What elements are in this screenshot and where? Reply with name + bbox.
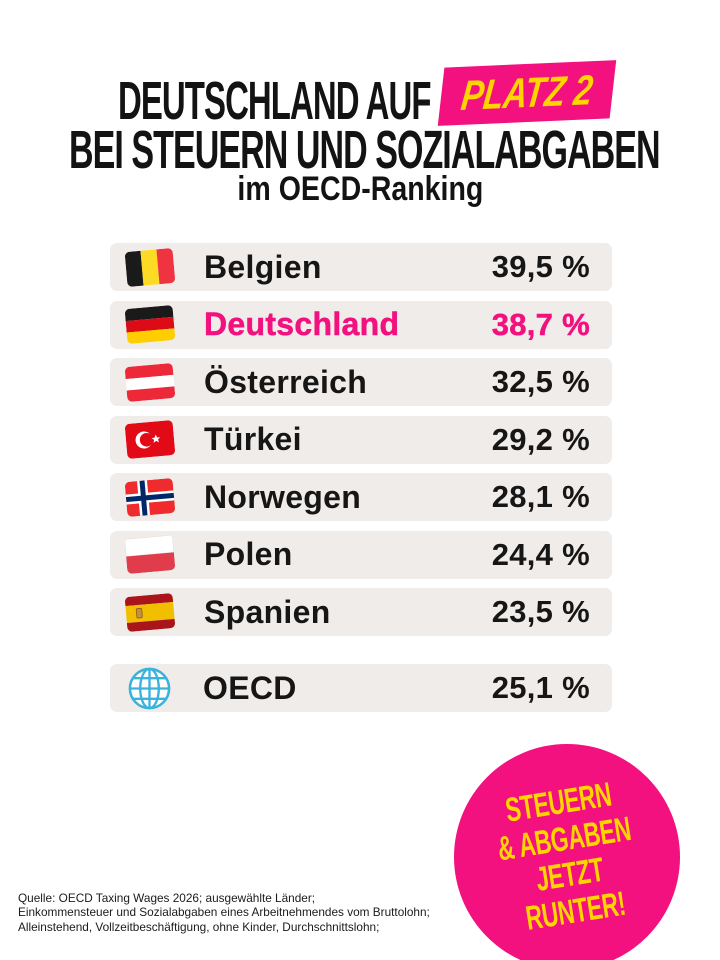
subtitle: im OECD-Ranking xyxy=(237,170,483,208)
ranking-row-spanien: Spanien 23,5 % xyxy=(110,588,612,636)
badge-text: STEUERN & ABGABEN JETZT RUNTER! xyxy=(489,774,644,940)
tax-rate-value: 23,5 % xyxy=(491,594,590,629)
source-note: Quelle: OECD Taxing Wages 2026; ausgewäh… xyxy=(18,891,430,934)
tax-rate-value: 25,1 % xyxy=(491,670,590,705)
platz2-highlight-box: PLATZ 2 xyxy=(437,60,617,126)
spain-flag-icon xyxy=(124,592,176,632)
source-line: Quelle: OECD Taxing Wages 2026; ausgewäh… xyxy=(18,891,316,905)
ranking-row-oecd: OECD 25,1 % xyxy=(110,664,612,712)
country-label: OECD xyxy=(203,669,297,706)
country-label: Türkei xyxy=(204,421,302,457)
country-label: Spanien xyxy=(204,593,331,630)
ranking-row-polen: Polen 24,4 % xyxy=(110,530,612,579)
tax-rate-value: 39,5 % xyxy=(491,249,590,284)
ranking-list: Belgien 39,5 % Deutschland 38,7 % Österr… xyxy=(110,243,612,722)
tax-rate-value: 28,1 % xyxy=(491,479,590,514)
source-line: Alleinstehend, Vollzeitbeschäftigung, oh… xyxy=(18,919,380,934)
tax-rate-value: 38,7 % xyxy=(491,306,590,342)
poland-flag-icon xyxy=(124,534,176,575)
norway-flag-icon xyxy=(124,477,176,517)
source-line: Einkommensteuer und Sozialabgaben eines … xyxy=(18,905,430,920)
ranking-row-belgien: Belgien 39,5 % xyxy=(110,243,612,291)
country-label: Österreich xyxy=(204,363,368,400)
ranking-row-tuerkei: Türkei 29,2 % xyxy=(110,415,612,464)
platz2-label: PLATZ 2 xyxy=(458,66,596,119)
ranking-row-deutschland: Deutschland 38,7 % xyxy=(110,300,612,349)
tax-rate-value: 29,2 % xyxy=(491,421,590,457)
globe-with-meridians-icon xyxy=(128,667,171,709)
belgium-flag-icon xyxy=(124,247,176,287)
country-label: Polen xyxy=(204,536,293,572)
tax-rate-value: 24,4 % xyxy=(491,536,590,572)
country-label: Norwegen xyxy=(204,478,362,515)
ranking-row-oesterreich: Österreich 32,5 % xyxy=(110,358,612,406)
country-label: Deutschland xyxy=(204,306,400,343)
campaign-badge: STEUERN & ABGABEN JETZT RUNTER! xyxy=(454,744,680,960)
title-line2: BEI STEUERN UND SOZIALABGABEN xyxy=(69,120,661,180)
austria-flag-icon xyxy=(124,362,176,402)
germany-flag-icon xyxy=(124,304,176,345)
country-label: Belgien xyxy=(204,248,322,285)
turkey-flag-icon xyxy=(124,419,176,460)
title-line1: DEUTSCHLAND AUF xyxy=(118,71,432,131)
ranking-row-norwegen: Norwegen 28,1 % xyxy=(110,473,612,521)
tax-rate-value: 32,5 % xyxy=(491,364,590,399)
